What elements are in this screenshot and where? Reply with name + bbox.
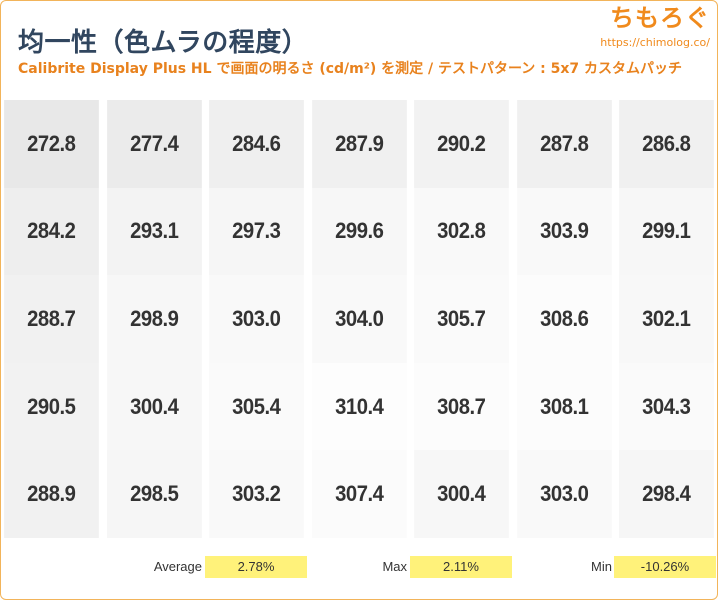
average-label: Average (153, 559, 202, 574)
heatmap-cell: 308.7 (414, 362, 509, 451)
heatmap-cell: 299.1 (619, 187, 714, 276)
heatmap-cell: 288.9 (4, 450, 99, 538)
logo-url: https://chimolog.co/ (600, 36, 710, 49)
heatmap-cell: 290.5 (4, 362, 99, 451)
max-value: 2.11% (410, 556, 512, 578)
heatmap-cell: 300.4 (414, 450, 509, 538)
heatmap-cell: 277.4 (106, 100, 202, 188)
heatmap-cell: 298.5 (106, 450, 202, 538)
heatmap-cell: 286.8 (619, 100, 714, 188)
chart-title: 均一性（色ムラの程度） (18, 28, 309, 58)
heatmap-cell: 308.6 (516, 275, 612, 363)
heatmap-cell: 272.8 (4, 100, 99, 188)
heatmap-cell: 299.6 (311, 187, 407, 276)
heatmap-cell: 302.1 (619, 275, 714, 363)
heatmap-cell: 284.6 (209, 100, 304, 188)
site-logo: ちもろぐ https://chimolog.co/ (600, 6, 710, 49)
heatmap-cell: 293.1 (106, 187, 202, 276)
heatmap-cell: 287.9 (311, 100, 407, 188)
heatmap-cell: 303.0 (516, 450, 612, 538)
heatmap-cell: 287.8 (516, 100, 612, 188)
heatmap-cell: 310.4 (311, 362, 407, 451)
heatmap-cell: 308.1 (516, 362, 612, 451)
heatmap-cell: 290.2 (414, 100, 509, 188)
heatmap-cell: 284.2 (4, 187, 99, 276)
heatmap-cell: 304.0 (311, 275, 407, 363)
heatmap-cell: 302.8 (414, 187, 509, 276)
heatmap-cell: 305.4 (209, 362, 304, 451)
stats-row: Average 2.78% Max 2.11% Min -10.26% (0, 556, 718, 578)
heatmap-cell: 298.4 (619, 450, 714, 538)
heatmap-cell: 303.9 (516, 187, 612, 276)
heatmap-cell: 288.7 (4, 275, 99, 363)
heatmap-cell: 304.3 (619, 362, 714, 451)
uniformity-grid: 272.8 277.4 284.6 287.9 290.2 287.8 286.8 284.2… (0, 100, 718, 538)
min-label: Min (591, 559, 612, 574)
average-value: 2.78% (205, 556, 307, 578)
heatmap-cell: 303.2 (209, 450, 304, 538)
chart-subtitle: Calibrite Display Plus HL で画面の明るさ (cd/m²… (18, 61, 683, 77)
heatmap-cell: 298.9 (106, 275, 202, 363)
logo-text: ちもろぐ (610, 4, 710, 32)
min-value: -10.26% (614, 556, 716, 578)
heatmap-cell: 297.3 (209, 187, 304, 276)
heatmap-cell: 300.4 (106, 362, 202, 451)
heatmap-cell: 303.0 (209, 275, 304, 363)
heatmap-cell: 307.4 (311, 450, 407, 538)
heatmap-cell: 305.7 (414, 275, 509, 363)
max-label: Max (382, 559, 407, 574)
